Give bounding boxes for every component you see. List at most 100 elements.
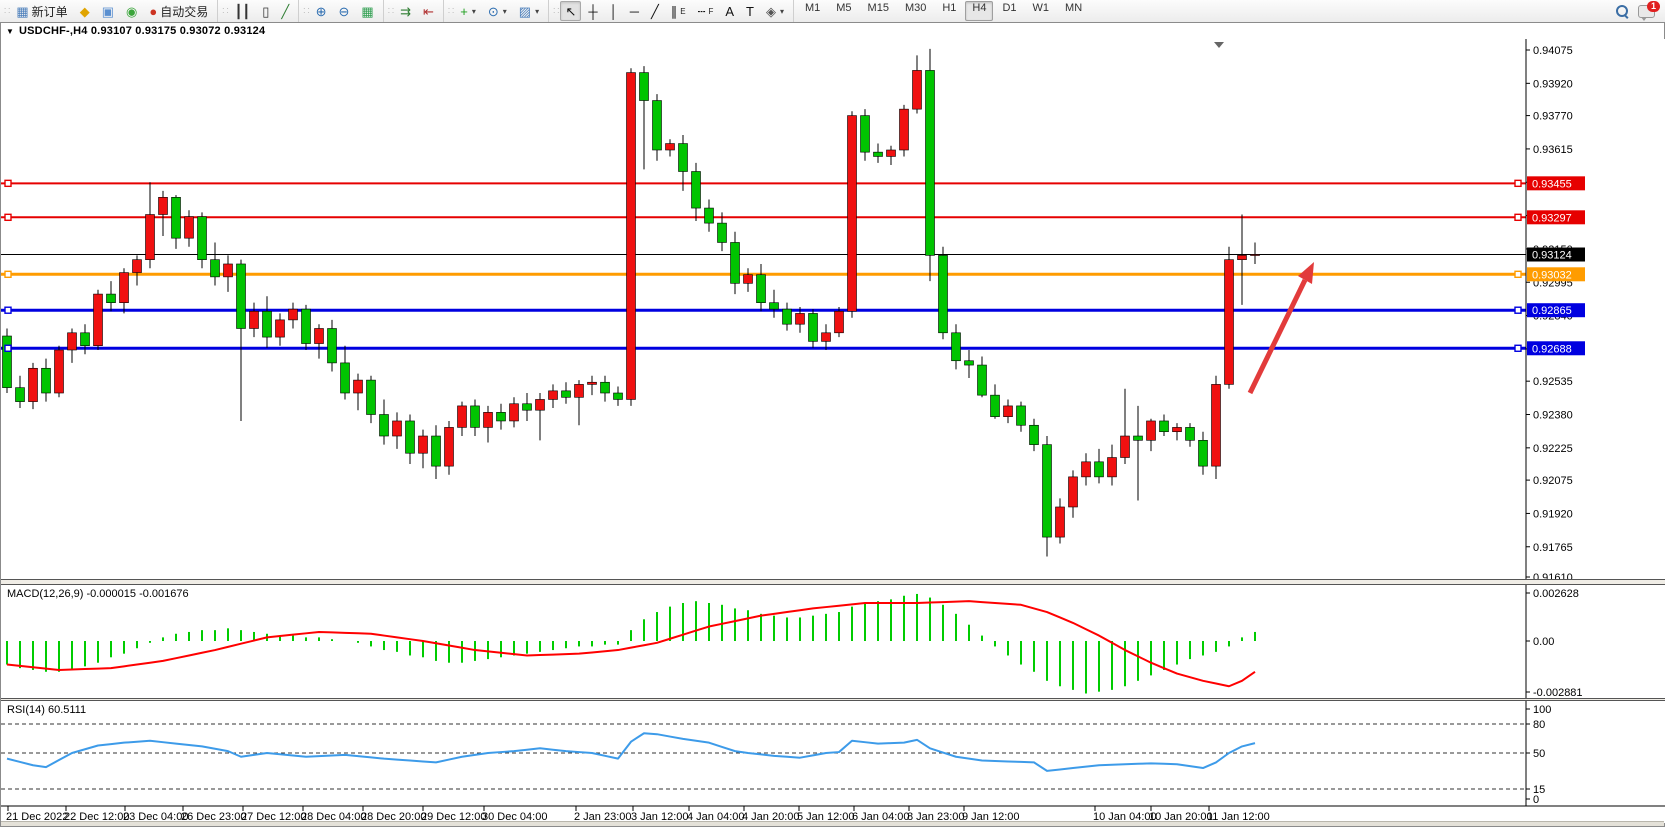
candlestick-chart-button[interactable]: ▯ — [257, 1, 274, 21]
timeframe-m15-button[interactable]: M15 — [867, 2, 889, 14]
candle — [704, 207, 714, 224]
candle — [1120, 435, 1130, 458]
timeframe-m1-button[interactable]: M1 — [804, 2, 821, 14]
chart-symbol-title: USDCHF-,H4 0.93107 0.93175 0.93072 0.931… — [19, 25, 266, 37]
auto-trading-icon: ● — [149, 3, 158, 19]
vertical-line-button[interactable]: │ — [605, 1, 623, 21]
templates-button[interactable]: ▨ ▾ — [514, 1, 544, 21]
chart-canvas[interactable]: 0.940750.939200.937700.936150.934600.933… — [1, 39, 1665, 823]
price-tick-label: 0.91920 — [1533, 508, 1573, 520]
candle — [327, 328, 337, 364]
trendline-button[interactable]: ╱ — [646, 1, 664, 21]
candle — [561, 390, 571, 398]
notifications-button[interactable]: 1 — [1638, 0, 1660, 21]
candle — [28, 367, 38, 402]
hline-handle[interactable] — [1514, 179, 1522, 188]
timeframe-h4-button[interactable]: H4 — [965, 1, 994, 21]
hline-handle[interactable] — [4, 213, 12, 222]
macd-axis-label: 0.002628 — [1533, 588, 1579, 600]
panel-separator[interactable] — [1, 698, 1665, 701]
candle — [2, 335, 12, 388]
candle — [756, 274, 766, 303]
equidistant-channel-button[interactable]: ∥ E — [666, 1, 691, 21]
candle — [119, 272, 129, 303]
chart-profile-button[interactable]: ◆ — [75, 1, 95, 21]
chart-shift-button[interactable]: ⇤ — [418, 1, 439, 21]
toolbar-grip: ∷ — [4, 5, 11, 17]
candle — [1107, 457, 1117, 478]
time-tick-label: 10 Jan 20:00 — [1149, 811, 1213, 823]
candle — [210, 259, 220, 278]
timeframe-mn-button[interactable]: MN — [1065, 2, 1083, 14]
candle — [379, 414, 389, 437]
timeframe-m5-button[interactable]: M5 — [836, 2, 852, 14]
time-tick-label: 8 Jan 23:00 — [907, 811, 965, 823]
timeframe-h1-button[interactable]: H1 — [942, 2, 957, 14]
icon-letter: E — [680, 6, 686, 16]
candle — [41, 367, 51, 394]
rsi-axis-label: 50 — [1533, 748, 1545, 760]
macd-axis-label: -0.002881 — [1533, 687, 1583, 699]
time-tick-label: 6 Jan 04:00 — [852, 811, 910, 823]
search-icon — [1616, 5, 1628, 17]
price-badge — [1527, 267, 1585, 282]
candle — [93, 293, 103, 346]
macd-signal-line — [6, 600, 1256, 688]
tile-windows-button[interactable]: ▦ — [356, 1, 378, 21]
hline-handle[interactable] — [1514, 270, 1522, 278]
line-chart-button[interactable]: ╱ — [276, 1, 294, 21]
chart-window: ▼ USDCHF-,H4 0.93107 0.93175 0.93072 0.9… — [0, 22, 1665, 827]
cursor-button[interactable]: ↖ — [560, 1, 582, 21]
timeframe-d1-button[interactable]: D1 — [1002, 2, 1017, 14]
rsi-axis-label: 80 — [1533, 719, 1545, 731]
candle — [15, 387, 25, 402]
hline-handle[interactable] — [1514, 344, 1522, 352]
panel-separator[interactable] — [1, 579, 1665, 585]
collapse-chart-button[interactable]: ▼ — [6, 26, 14, 36]
chart-shift-marker[interactable] — [1214, 42, 1224, 48]
timeframe-w1-button[interactable]: W1 — [1032, 2, 1050, 14]
hline-handle[interactable] — [4, 306, 12, 314]
zoom-in-button[interactable]: ⊕ — [311, 1, 332, 21]
market-terminal-button[interactable]: ▣ — [97, 1, 119, 21]
templates-icon: ▨ — [518, 3, 532, 19]
search-button[interactable] — [1616, 5, 1629, 19]
text-label-button[interactable]: T — [741, 1, 759, 21]
fibonacci-button[interactable]: ┄ F — [693, 1, 719, 21]
candle — [925, 70, 935, 256]
hline-handle[interactable] — [1514, 306, 1522, 314]
hline-handle[interactable] — [4, 179, 12, 188]
hline-handle[interactable] — [1514, 213, 1522, 222]
signals-button[interactable]: ◉ — [121, 1, 142, 21]
new-order-button[interactable]: ▦ 新订单 — [11, 1, 72, 21]
dropdown-caret-icon[interactable]: ▾ — [779, 6, 784, 16]
dropdown-caret-icon[interactable]: ▾ — [535, 6, 540, 16]
horizontal-line-button[interactable]: ─ — [625, 1, 644, 21]
dropdown-caret-icon[interactable]: ▾ — [471, 6, 476, 16]
macd-label: MACD(12,26,9) -0.000015 -0.001676 — [7, 588, 189, 600]
text-button[interactable]: A — [720, 1, 739, 21]
vertical-line-icon: │ — [609, 3, 618, 19]
periods-button[interactable]: ⊙ ▾ — [483, 1, 512, 21]
hline-handle[interactable] — [4, 270, 12, 278]
auto-scroll-button[interactable]: ⇉ — [395, 1, 416, 21]
dropdown-caret-icon[interactable]: ▾ — [502, 6, 507, 16]
candle — [366, 379, 376, 415]
candle — [860, 115, 870, 153]
hline-handle[interactable] — [4, 344, 12, 352]
arrows-button[interactable]: ◈ ▾ — [761, 1, 789, 21]
trend-arrow[interactable] — [1247, 278, 1308, 395]
auto-trading-button[interactable]: ● 自动交易 — [144, 1, 213, 21]
price-tick-label: 0.93615 — [1533, 144, 1573, 156]
zoom-out-button[interactable]: ⊖ — [334, 1, 355, 21]
candle — [457, 405, 467, 428]
candle — [470, 405, 480, 428]
bars-chart-button[interactable]: ┃┃ — [230, 1, 256, 21]
time-tick-label: 9 Jan 12:00 — [962, 811, 1020, 823]
crosshair-button[interactable]: ┼ — [583, 1, 602, 21]
candle — [782, 308, 792, 325]
indicators-button[interactable]: + ▾ — [455, 1, 481, 21]
trend-arrow-head[interactable] — [1298, 262, 1314, 284]
candle — [600, 381, 610, 394]
timeframe-m30-button[interactable]: M30 — [904, 2, 927, 14]
